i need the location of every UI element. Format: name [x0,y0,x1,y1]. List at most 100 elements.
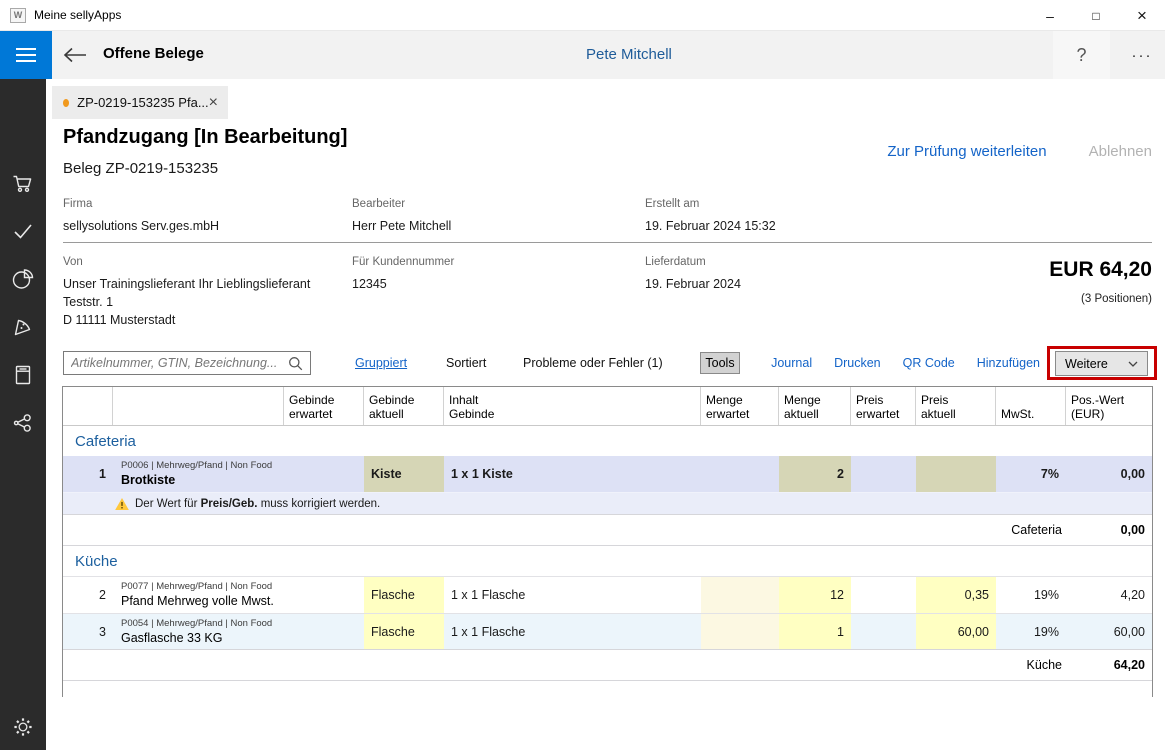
window-controls: – □ × [1027,0,1165,31]
tag-icon [14,319,31,336]
col-menge-erwartet: Menge erwartet [701,387,779,425]
article-name: Brotkiste [121,473,176,487]
field-von: Von Unser Trainingslieferant Ihr Lieblin… [63,256,311,327]
article-info: P0054 | Mehrweg/Pfand | Non Food [121,617,273,629]
header-bar: Offene Belege Pete Mitchell ? ··· [0,31,1165,79]
preis-aktuell-field[interactable] [916,456,996,492]
menge-erwartet-field[interactable] [701,614,779,649]
menge-erwartet-field[interactable] [701,577,779,613]
sidebar [0,79,46,750]
qr-code-link[interactable]: QR Code [902,356,955,370]
back-button[interactable] [60,40,90,70]
tab-close-icon[interactable]: × [208,93,218,111]
share-icon [13,414,31,432]
sidebar-item-prices[interactable] [0,309,46,345]
window-titlebar: W Meine sellyApps – □ × [0,0,1165,31]
help-panel[interactable]: ? [1053,31,1110,79]
book-icon [15,365,31,385]
table-row[interactable]: 2 P0077 | Mehrweg/Pfand | Non Food Pfand… [63,576,1152,613]
field-lieferdatum: Lieferdatum 19. Februar 2024 [645,256,741,291]
reject-link[interactable]: Ablehnen [1088,143,1152,160]
document-actions: Zur Prüfung weiterleiten Ablehnen [887,143,1152,160]
search-input[interactable] [64,353,288,373]
row-warning: Der Wert für Preis/Geb. muss korrigiert … [63,492,1152,514]
help-icon[interactable]: ? [1076,44,1087,65]
sidebar-item-share[interactable] [0,405,46,441]
article-name: Gasflasche 33 KG [121,630,223,645]
window-title: Meine sellyApps [34,8,122,22]
tab-bar: ZP-0219-153235 Pfa... × [52,79,1165,119]
hamburger-menu-button[interactable] [0,31,52,79]
article-info: P0006 | Mehrweg/Pfand | Non Food [121,460,273,471]
col-row-number [63,387,113,425]
sidebar-item-journal[interactable] [0,357,46,393]
grouped-toggle[interactable]: Gruppiert [355,356,408,370]
forward-for-review-link[interactable]: Zur Prüfung weiterleiten [887,143,1047,160]
sidebar-item-cart[interactable] [0,165,46,201]
unsaved-dot-icon [63,98,70,107]
chevron-down-icon [1128,361,1138,367]
preis-aktuell-field[interactable]: 60,00 [916,614,996,649]
gear-icon [14,718,32,736]
header-more-button[interactable]: ··· [1131,46,1153,64]
table-header-row: Gebinde erwartet Gebinde aktuell Inhalt Geb… [63,387,1152,426]
subtotal-kueche: Küche 64,20 [63,649,1152,681]
table-filler [63,681,1152,698]
col-article [113,387,284,425]
sidebar-item-reports[interactable] [0,261,46,297]
col-gebinde-aktuell: Gebinde aktuell [364,387,444,425]
maximize-button[interactable]: □ [1092,8,1100,23]
table-row[interactable]: 3 P0054 | Mehrweg/Pfand | Non Food Gasfl… [63,613,1152,649]
field-bearbeiter: Bearbeiter Herr Pete Mitchell [352,198,452,233]
col-menge-aktuell: Menge aktuell [779,387,851,425]
separator-line [63,242,1152,243]
close-button[interactable]: × [1137,5,1147,25]
weitere-dropdown-button[interactable]: Weitere [1055,351,1148,376]
article-info: P0077 | Mehrweg/Pfand | Non Food [121,581,273,592]
total-amount: EUR 64,20 [1049,258,1152,281]
hamburger-icon [16,48,36,50]
page-title: Offene Belege [103,45,204,62]
menge-aktuell-field[interactable]: 2 [779,456,851,492]
shopping-cart-icon [13,175,32,192]
article-name: Pfand Mehrweg volle Mwst. [121,594,274,608]
print-link[interactable]: Drucken [834,356,881,370]
table-row[interactable]: 1 P0006 | Mehrweg/Pfand | Non Food Brotk… [63,456,1152,492]
app-icon: W [10,7,26,23]
position-count: (3 Positionen) [1081,293,1152,305]
group-header-kueche[interactable]: Küche [75,552,118,570]
col-mwst: MwSt. [996,387,1066,425]
subtotal-cafeteria: Cafeteria 0,00 [63,514,1152,546]
col-pos-wert: Pos.-Wert (EUR) [1071,393,1125,421]
problems-filter[interactable]: Probleme oder Fehler (1) [523,356,663,370]
sorted-toggle[interactable]: Sortiert [446,356,487,370]
tools-button[interactable]: Tools [700,352,740,374]
sidebar-item-tasks[interactable] [0,213,46,249]
tab-label: ZP-0219-153235 Pfa... [77,95,209,110]
minimize-button[interactable]: – [1046,7,1054,24]
journal-link[interactable]: Journal [771,356,813,370]
toolbar-links: Journal Drucken QR Code Hinzufügen [771,356,1040,370]
menge-aktuell-field[interactable]: 12 [779,577,851,613]
col-inhalt-gebinde: Inhalt Gebinde [444,387,701,425]
document-number: Beleg ZP-0219-153235 [63,160,219,177]
document-tab[interactable]: ZP-0219-153235 Pfa... × [52,86,228,119]
gebinde-aktuell-field[interactable]: Flasche [364,577,444,613]
sidebar-item-settings[interactable] [0,709,46,745]
article-search [63,351,311,375]
checkmark-icon [14,224,32,239]
group-header-cafeteria[interactable]: Cafeteria [75,432,136,450]
search-icon[interactable] [288,356,303,371]
gebinde-aktuell-field[interactable]: Kiste [364,456,444,492]
field-firma: Firma sellysolutions Serv.ges.mbH [63,198,220,233]
pie-chart-icon [12,269,34,289]
add-link[interactable]: Hinzufügen [976,356,1040,370]
user-name-link[interactable]: Pete Mitchell [586,46,672,63]
col-gebinde-erwartet: Gebinde erwartet [284,387,364,425]
warning-icon [115,497,129,510]
gebinde-aktuell-field[interactable]: Flasche [364,614,444,649]
menge-aktuell-field[interactable]: 1 [779,614,851,649]
col-preis-erwartet: Preis erwartet [851,387,916,425]
preis-aktuell-field[interactable]: 0,35 [916,577,996,613]
